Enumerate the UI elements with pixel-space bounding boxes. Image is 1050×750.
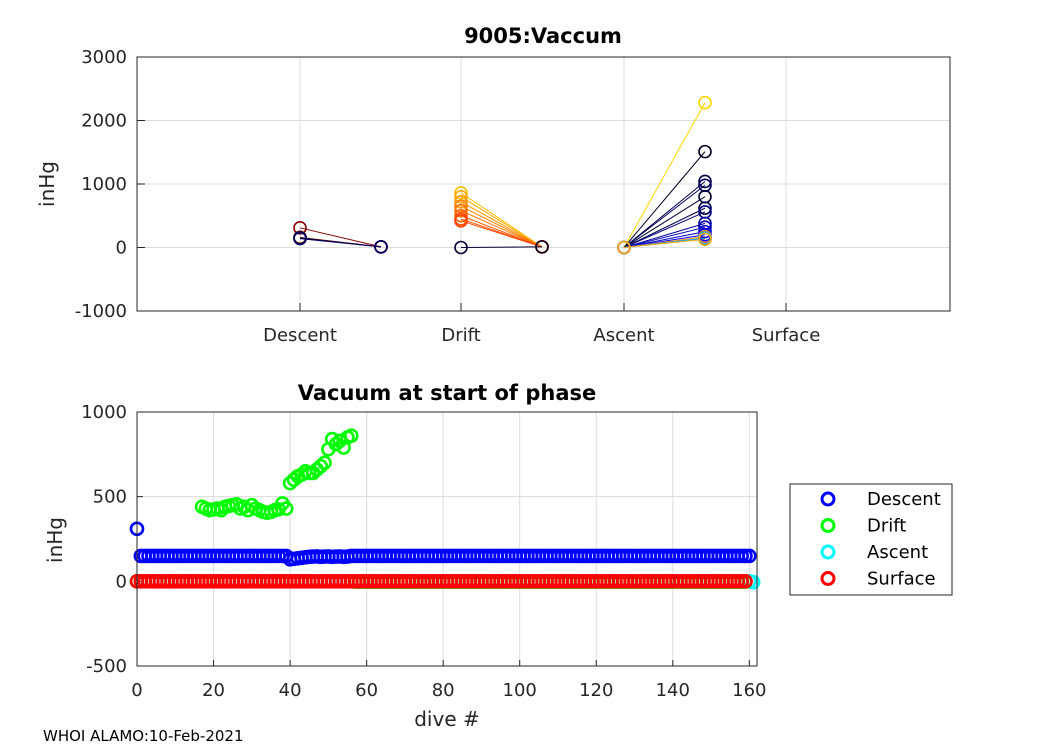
bottom-x-tick-label: 0 — [131, 680, 142, 701]
legend-marker-drift — [820, 518, 836, 533]
top-series-line — [623, 238, 706, 248]
bottom-x-tick-label: 140 — [656, 680, 690, 701]
top-series-line — [460, 215, 543, 248]
top-start-marker — [293, 231, 307, 246]
bottom-chart-title: Vacuum at start of phase — [298, 381, 597, 405]
footer-credit: WHOI ALAMO:10-Feb-2021 — [43, 727, 244, 745]
top-x-tick-label: Descent — [263, 325, 337, 346]
top-series-line — [623, 211, 706, 248]
top-series-line — [460, 220, 543, 248]
top-series-line — [623, 184, 706, 248]
top-chart: -1000 0 1000 2000 3000 Descent Drift Ascent Sur… — [35, 24, 951, 346]
top-y-tick-label: -1000 — [75, 301, 127, 322]
top-series-line — [460, 192, 543, 248]
top-series-line — [623, 151, 706, 248]
top-end-marker — [374, 240, 388, 254]
bottom-y-axis-label: inHg — [43, 517, 67, 563]
surface-point — [738, 574, 753, 589]
top-series-line — [460, 196, 543, 248]
top-series-line — [623, 181, 706, 248]
top-series-line — [299, 238, 382, 248]
bottom-x-tick-label: 80 — [432, 680, 455, 701]
top-end-marker — [698, 144, 712, 159]
bottom-x-tick-label: 100 — [503, 680, 537, 701]
legend-box — [789, 483, 953, 596]
top-y-tick-label: 0 — [116, 238, 127, 259]
legend-marker-descent — [820, 491, 836, 507]
bottom-y-tick-label: -500 — [86, 656, 127, 677]
top-end-marker — [698, 95, 712, 110]
top-start-marker — [293, 221, 307, 235]
top-start-marker — [454, 240, 468, 255]
top-start-marker — [454, 189, 468, 204]
legend-label-drift: Drift — [867, 516, 906, 537]
top-series-line — [623, 226, 706, 248]
legend-label-surface: Surface — [867, 569, 936, 590]
top-y-axis-label: inHg — [35, 161, 59, 207]
bottom-x-axis-label: dive # — [414, 707, 480, 731]
drift-point — [328, 436, 344, 452]
descent-point — [742, 548, 757, 564]
bottom-y-tick-label: 0 — [116, 571, 127, 592]
bottom-x-tick-label: 40 — [279, 680, 302, 701]
top-end-marker — [535, 240, 549, 254]
top-chart-title: 9005:Vaccum — [464, 24, 622, 48]
top-x-tick-label: Surface — [752, 325, 821, 346]
drift-point — [317, 455, 332, 471]
top-end-marker — [698, 232, 712, 247]
drift-point — [344, 428, 359, 444]
top-start-marker — [454, 214, 468, 228]
top-series-line — [460, 210, 543, 248]
top-start-marker — [454, 186, 468, 200]
top-series-line — [623, 207, 706, 248]
legend-marker-ascent — [820, 544, 836, 560]
bottom-y-tick-label: 500 — [93, 487, 127, 508]
top-x-tick-label: Drift — [441, 325, 480, 346]
bottom-x-tick-label: 60 — [355, 680, 378, 701]
drift-point — [278, 501, 294, 516]
top-series-line — [460, 205, 543, 248]
top-series-line — [623, 102, 706, 248]
top-series-line — [460, 246, 543, 248]
legend: Descent Drift Ascent Surface — [789, 483, 953, 596]
top-y-tick-label: 2000 — [81, 111, 127, 132]
top-series-line — [623, 231, 706, 248]
bottom-x-tick-label: 20 — [202, 680, 225, 701]
bottom-x-tick-label: 160 — [732, 680, 766, 701]
legend-marker-surface — [820, 571, 836, 586]
top-series-line — [460, 201, 543, 248]
top-x-tick-label: Ascent — [593, 325, 654, 346]
top-start-marker — [454, 203, 468, 218]
legend-label-descent: Descent — [867, 489, 941, 510]
top-series-line — [623, 196, 706, 248]
legend-label-ascent: Ascent — [867, 542, 928, 563]
bottom-x-tick-label: 120 — [579, 680, 613, 701]
bottom-y-tick-label: 1000 — [81, 402, 127, 423]
bottom-plot-frame — [136, 411, 758, 667]
top-series-line — [299, 227, 382, 248]
top-start-marker — [617, 240, 631, 255]
top-y-tick-label: 1000 — [81, 174, 127, 195]
top-end-marker — [698, 174, 712, 189]
drift-point — [213, 502, 229, 518]
top-series-line — [623, 222, 706, 248]
top-start-marker — [454, 194, 468, 209]
top-end-marker — [698, 201, 712, 215]
drift-point — [313, 458, 329, 474]
top-y-tick-label: 3000 — [81, 47, 127, 68]
top-plot-frame — [136, 56, 951, 312]
